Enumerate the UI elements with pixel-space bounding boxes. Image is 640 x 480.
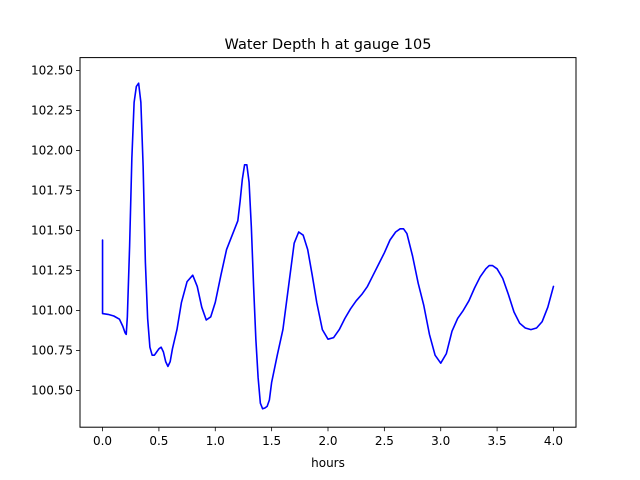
x-tick-label: 1.0 [206,434,225,448]
x-tick-label: 3.0 [431,434,450,448]
y-tick-label: 100.75 [31,344,73,358]
y-axis: 100.50 100.75 101.00 101.25 101.50 101.75 102.… [31,64,80,398]
plot-area [101,82,555,410]
x-axis: 0.0 0.5 1.0 1.5 2.0 2.5 3.0 3.5 4.0 [93,427,563,448]
x-tick-label: 3.5 [488,434,507,448]
x-tick-label: 2.5 [375,434,394,448]
y-tick-label: 101.00 [31,304,73,318]
x-tick-label: 2.0 [318,434,337,448]
plot-frame [79,57,577,428]
x-tick-label: 0.0 [93,434,112,448]
y-tick-label: 101.25 [31,264,73,278]
y-tick-label: 101.75 [31,184,73,198]
y-tick-label: 102.50 [31,64,73,78]
x-tick-label: 4.0 [544,434,563,448]
y-tick-label: 102.25 [31,104,73,118]
chart-title: Water Depth h at gauge 105 [225,37,432,53]
y-tick-label: 100.50 [31,384,73,398]
y-tick-label: 102.00 [31,144,73,158]
y-tick-label: 101.50 [31,224,73,238]
x-axis-label: hours [311,456,345,470]
series-line [101,82,555,410]
x-tick-label: 0.5 [149,434,168,448]
x-tick-label: 1.5 [262,434,281,448]
